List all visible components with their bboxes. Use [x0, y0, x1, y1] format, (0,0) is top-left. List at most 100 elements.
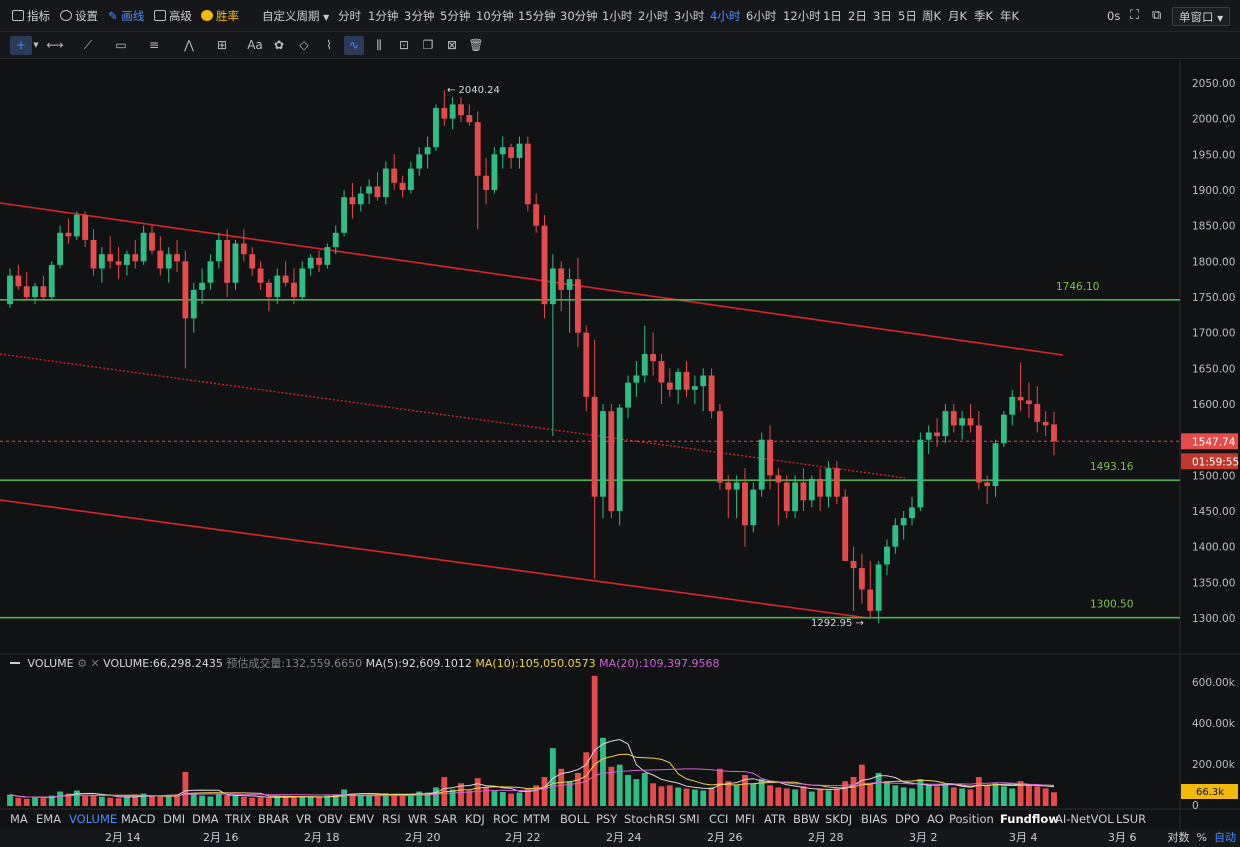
- screenshot-icon[interactable]: ⧉: [1152, 8, 1162, 23]
- volume-bar: [1026, 785, 1032, 806]
- auto-scale-button[interactable]: 自动: [1214, 831, 1236, 844]
- trend-line-icon[interactable]: ⟋: [83, 38, 93, 52]
- period-13[interactable]: 1日: [823, 9, 842, 23]
- period-1[interactable]: 1分钟: [368, 9, 399, 23]
- volume-bar: [257, 797, 264, 806]
- indicator-tab-rsi[interactable]: RSI: [382, 812, 401, 826]
- period-8[interactable]: 2小时: [638, 9, 669, 23]
- indicator-tab-atr[interactable]: ATR: [764, 812, 786, 826]
- period-0[interactable]: 分时: [338, 9, 361, 23]
- advanced-button[interactable]: 高级: [154, 0, 192, 32]
- candle-body: [98, 254, 105, 269]
- indicator-tab-bias[interactable]: BIAS: [861, 812, 888, 826]
- volume-bar: [65, 793, 72, 806]
- ruler-icon[interactable]: ⌇: [326, 38, 332, 52]
- indicator-tab-ao[interactable]: AO: [927, 812, 944, 826]
- rectangle-icon[interactable]: ▭: [115, 38, 127, 52]
- period-5[interactable]: 15分钟: [518, 9, 556, 23]
- period-16[interactable]: 5日: [898, 9, 917, 23]
- brush-icon[interactable]: ✿: [273, 38, 285, 52]
- period-20[interactable]: 年K: [1000, 9, 1020, 23]
- indicator-tab-roc[interactable]: ROC: [493, 812, 519, 826]
- eraser-icon[interactable]: ◇: [299, 38, 309, 52]
- indicator-tab-dpo[interactable]: DPO: [895, 812, 920, 826]
- window-mode-dropdown[interactable]: 单窗口 ▼: [1172, 7, 1231, 26]
- text-tool[interactable]: Aa: [247, 38, 263, 52]
- drawing-toolbar: + ▼ ⟷ ⟋ ▭ ≡ ⋀ ⊞ Aa ✿ ◇ ⌇ ∿ ⫼ ⊡ ❐ ⊠ 🗑: [0, 32, 1240, 59]
- indicator-tab-mtm[interactable]: MTM: [523, 812, 550, 826]
- candle-body: [207, 261, 214, 283]
- draw-button[interactable]: ✎ 画线: [108, 9, 145, 23]
- winrate-button[interactable]: 胜率: [201, 0, 239, 32]
- magnet-icon[interactable]: ∿: [344, 36, 364, 55]
- measure-icon[interactable]: ⊞: [216, 38, 228, 52]
- indicator-tab-dma[interactable]: DMA: [192, 812, 219, 826]
- indicator-tab-volume[interactable]: VOLUME: [69, 812, 118, 826]
- log-scale-button[interactable]: 对数: [1167, 831, 1190, 844]
- horizontal-ray-icon[interactable]: ⟷: [46, 38, 64, 52]
- indicator-tab-cci[interactable]: CCI: [709, 812, 729, 826]
- indicators-button[interactable]: 指标: [12, 0, 50, 32]
- indicator-tab-ema[interactable]: EMA: [36, 812, 62, 826]
- indicator-tab-psy[interactable]: PSY: [596, 812, 618, 826]
- indicator-tab-lsur[interactable]: LSUR: [1116, 812, 1147, 826]
- collapse-icon[interactable]: [10, 662, 20, 664]
- lock-icon[interactable]: ⊡: [398, 38, 410, 52]
- indicator-tab-sar[interactable]: SAR: [434, 812, 458, 826]
- period-14[interactable]: 2日: [848, 9, 867, 23]
- indicator-tab-brar[interactable]: BRAR: [258, 812, 290, 826]
- period-17[interactable]: 周K: [922, 9, 942, 23]
- period-9[interactable]: 3小时: [674, 9, 705, 23]
- percent-scale-button[interactable]: %: [1196, 831, 1207, 844]
- chevron-down-icon[interactable]: ▼: [33, 41, 39, 49]
- indicator-tab-kdj[interactable]: KDJ: [465, 812, 485, 826]
- period-6[interactable]: 30分钟: [560, 9, 598, 23]
- indicator-tab-stochrsi[interactable]: StochRSI: [624, 812, 676, 826]
- indicator-tab-vr[interactable]: VR: [296, 812, 312, 826]
- settings-button[interactable]: 设置: [60, 0, 98, 32]
- lock-lines-icon[interactable]: ⫼: [376, 38, 382, 52]
- indicator-tab-fundflow[interactable]: Fundflow: [1000, 812, 1059, 826]
- custom-period-dropdown[interactable]: 自定义周期 ▼: [262, 9, 330, 23]
- fib-icon[interactable]: ≡: [148, 38, 160, 52]
- volume-bar: [508, 793, 515, 806]
- indicator-tab-position[interactable]: Position: [949, 812, 994, 826]
- trash-icon[interactable]: 🗑: [468, 38, 484, 52]
- low-marker: 1292.95 →: [811, 618, 864, 629]
- indicator-tab-smi[interactable]: SMI: [679, 812, 700, 826]
- indicator-tab-boll[interactable]: BOLL: [560, 812, 590, 826]
- hide-icon[interactable]: ⊠: [446, 38, 458, 52]
- candle-body: [1051, 424, 1057, 442]
- period-3[interactable]: 5分钟: [440, 9, 471, 23]
- indicator-tab-obv[interactable]: OBV: [318, 812, 343, 826]
- indicator-tab-bbw[interactable]: BBW: [793, 812, 820, 826]
- candle-body: [458, 104, 464, 116]
- period-11[interactable]: 6小时: [746, 9, 777, 23]
- wave-icon[interactable]: ⋀: [184, 38, 194, 52]
- duplicate-icon[interactable]: ❐: [422, 38, 434, 52]
- close-icon[interactable]: ✕: [90, 657, 100, 670]
- indicator-tab-mfi[interactable]: MFI: [735, 812, 755, 826]
- candle-body: [424, 147, 431, 155]
- indicator-tab-skdj[interactable]: SKDJ: [825, 812, 853, 826]
- settings-icon[interactable]: ⚙: [77, 657, 87, 670]
- period-4[interactable]: 10分钟: [476, 9, 514, 23]
- indicator-tab-emv[interactable]: EMV: [349, 812, 375, 826]
- indicator-tab-ai-netvol[interactable]: AI-NetVOL: [1055, 812, 1114, 826]
- volume-bar: [374, 795, 381, 806]
- fullscreen-icon[interactable]: ⛶: [1130, 8, 1140, 23]
- indicator-tab-ma[interactable]: MA: [10, 812, 28, 826]
- indicator-tab-macd[interactable]: MACD: [121, 812, 156, 826]
- period-18[interactable]: 月K: [948, 9, 968, 23]
- period-12[interactable]: 12小时: [783, 9, 821, 23]
- indicator-tab-trix[interactable]: TRIX: [225, 812, 252, 826]
- period-10[interactable]: 4小时: [710, 9, 741, 23]
- period-19[interactable]: 季K: [974, 9, 994, 23]
- period-2[interactable]: 3分钟: [404, 9, 435, 23]
- indicator-tab-wr[interactable]: WR: [408, 812, 428, 826]
- indicator-tab-dmi[interactable]: DMI: [163, 812, 186, 826]
- crosshair-icon[interactable]: +: [10, 36, 32, 55]
- period-7[interactable]: 1小时: [602, 9, 633, 23]
- period-15[interactable]: 3日: [873, 9, 892, 23]
